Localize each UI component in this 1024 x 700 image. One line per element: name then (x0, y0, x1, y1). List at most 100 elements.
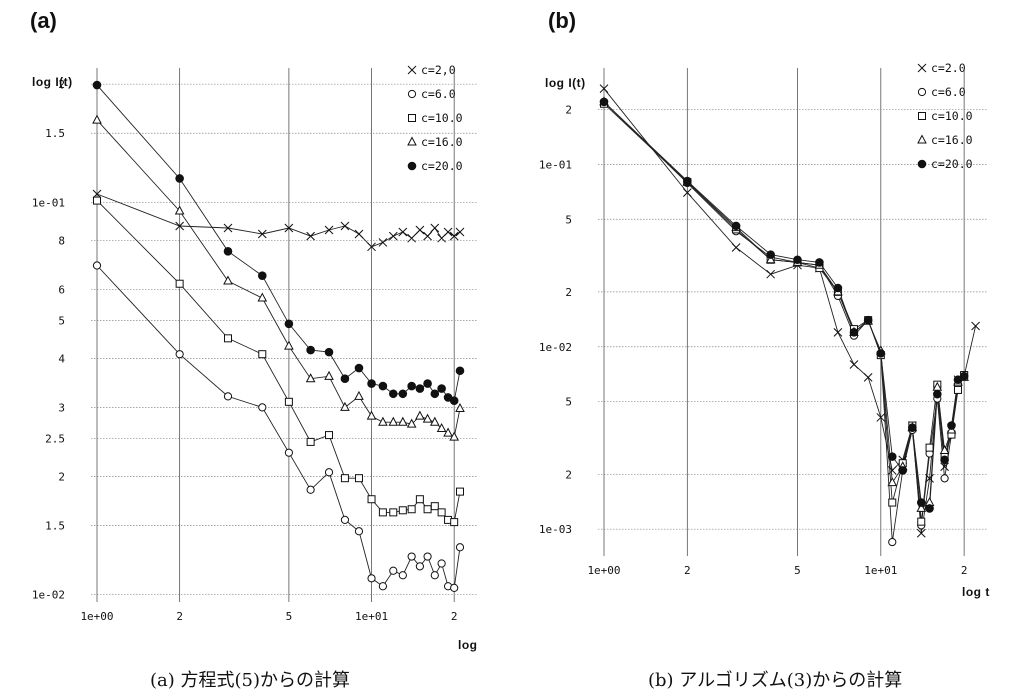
panel-a-data-point (437, 508, 446, 517)
panel-b-x-tick-label: 1e+01 (864, 564, 897, 577)
panel-a-data-point (340, 374, 350, 384)
panel-b-legend-label: c=20.0 (931, 157, 973, 171)
panel-a-legend-label: c=6.0 (421, 87, 456, 101)
panel-b-data-point (765, 254, 776, 264)
panel-a-plot: 1e+00 2 5 1e+01 2 2 1.5 1e-01 8 6 5 4 3 2.5 2 1.5 1e-02 (32, 68, 478, 623)
panel-a-data-point (398, 571, 407, 580)
panel-a-y-tick-label: 1.5 (45, 127, 65, 140)
panel-a-legend-marker (408, 114, 416, 122)
panel-a-data-point (324, 225, 334, 235)
panel-b-y-tick-label: 2 (565, 468, 572, 481)
panel-a-data-point (407, 505, 416, 514)
panel-b-series-line (603, 103, 965, 522)
panel-a-data-point (450, 518, 459, 527)
panel-a-x-tick-label: 5 (286, 610, 293, 623)
panel-b-data-point (925, 443, 934, 452)
panel-b-data-point (766, 250, 775, 259)
panel-a-data-point (449, 396, 459, 406)
panel-a-data-point (415, 410, 425, 420)
panel-a-data-point (415, 495, 424, 504)
panel-a-data-point (258, 350, 267, 359)
panel-a-y-tick-label: 6 (58, 283, 65, 296)
panel-a-data-point (430, 571, 439, 580)
panel-a-legend-marker (407, 89, 417, 99)
panel-a-data-point (340, 474, 349, 483)
panel-a-data-point (378, 381, 388, 391)
panel-a-data-point (340, 221, 350, 231)
panel-b-data-point (887, 466, 897, 475)
panel-b-data-point (916, 528, 926, 538)
panel-a-data-point (175, 221, 184, 231)
panel-a-data-point (388, 231, 398, 241)
panel-b-legend-marker (917, 134, 927, 144)
panel-b-data-point (863, 315, 873, 325)
panel-b-data-point (731, 221, 741, 231)
panel-a-data-point (367, 495, 376, 504)
panel-a-data-point (325, 431, 334, 440)
panel-a-data-point (324, 468, 334, 477)
panel-a-data-point (258, 403, 267, 412)
panel-b-data-point (953, 385, 962, 394)
panel-a-legend-label: c=16.0 (421, 135, 463, 149)
panel-b-legend-label: c=6.0 (931, 85, 966, 99)
panel-b-data-point (916, 498, 926, 507)
panel-b-tag: (b) (548, 8, 577, 33)
panel-a-data-point (449, 431, 460, 441)
panel-a-data-point (354, 229, 364, 239)
panel-a-data-point (415, 562, 424, 571)
panel-a-data-point (175, 174, 184, 183)
panel-a-data-point (367, 574, 376, 583)
panel-a-data-point (306, 437, 315, 446)
panel-a-y-tick-label: 4 (58, 352, 65, 365)
panel-b-data-point (683, 176, 692, 186)
panel-b-data-point (833, 283, 843, 293)
panel-b-data-point (599, 97, 609, 107)
panel-a-data-point (423, 379, 432, 388)
panel-a-data-point (415, 384, 425, 393)
panel-a-y-tick-label: 3 (58, 401, 65, 414)
panel-a-series-line (96, 84, 461, 402)
panel-a-data-point (455, 227, 465, 237)
panel-b-legend-label: c=2.0 (931, 61, 966, 75)
panel-a-data-point (223, 334, 232, 343)
panel-a-data-point (378, 508, 387, 517)
panel-b-data-point (939, 444, 950, 455)
panel-b-y-tick-label: 5 (565, 213, 572, 226)
panel-a-data-point (423, 231, 432, 241)
panel-b-legend: c=2.0 c=6.0 c=10.0 c=16.0 c=20.0 (917, 61, 973, 171)
panel-a-data-point (257, 292, 268, 302)
panel-b-data-point (876, 349, 886, 358)
panel-a-data-point (367, 242, 376, 252)
panel-a-x-tick-label: 1e+01 (355, 610, 388, 623)
panel-a-data-point (284, 340, 294, 350)
panel-a-y-tick-label: 1.5 (45, 519, 65, 532)
panel-a-data-point (389, 508, 398, 517)
panel-b-y-tick-label: 1e-01 (539, 158, 572, 171)
panel-b-legend-label: c=10.0 (931, 109, 973, 123)
panel-a-data-point (306, 345, 315, 355)
panel-b-data-point (849, 328, 859, 337)
panel-a-data-point (407, 233, 417, 243)
panel-a-data-point (388, 389, 398, 399)
panel-b-data-point (682, 188, 692, 197)
panel-a-data-point (398, 227, 408, 237)
panel-a-data-point (92, 261, 102, 270)
panel-a-data-point (430, 389, 440, 399)
panel-b-data-point (933, 389, 942, 399)
panel-a-data-point (423, 552, 432, 561)
panel-b-data-point (731, 243, 741, 252)
panel-a-data-point (443, 227, 453, 237)
panel-a-data-point (354, 474, 363, 483)
panel-a-legend-marker (407, 136, 417, 146)
panel-a-series-line (96, 200, 461, 523)
panel-b-data-point (925, 504, 934, 513)
panel-a-data-point (437, 384, 446, 393)
panel-a-data-point (92, 114, 102, 124)
panel-b-x-tick-label: 2 (684, 564, 691, 577)
panel-b-data-point (940, 474, 949, 483)
panel-a-data-point (340, 401, 350, 411)
panel-b-data-point (766, 269, 776, 279)
panel-a-legend-label: c=20.0 (421, 159, 463, 173)
panel-b-data-point (863, 372, 873, 382)
panel-a-data-point (175, 350, 184, 359)
